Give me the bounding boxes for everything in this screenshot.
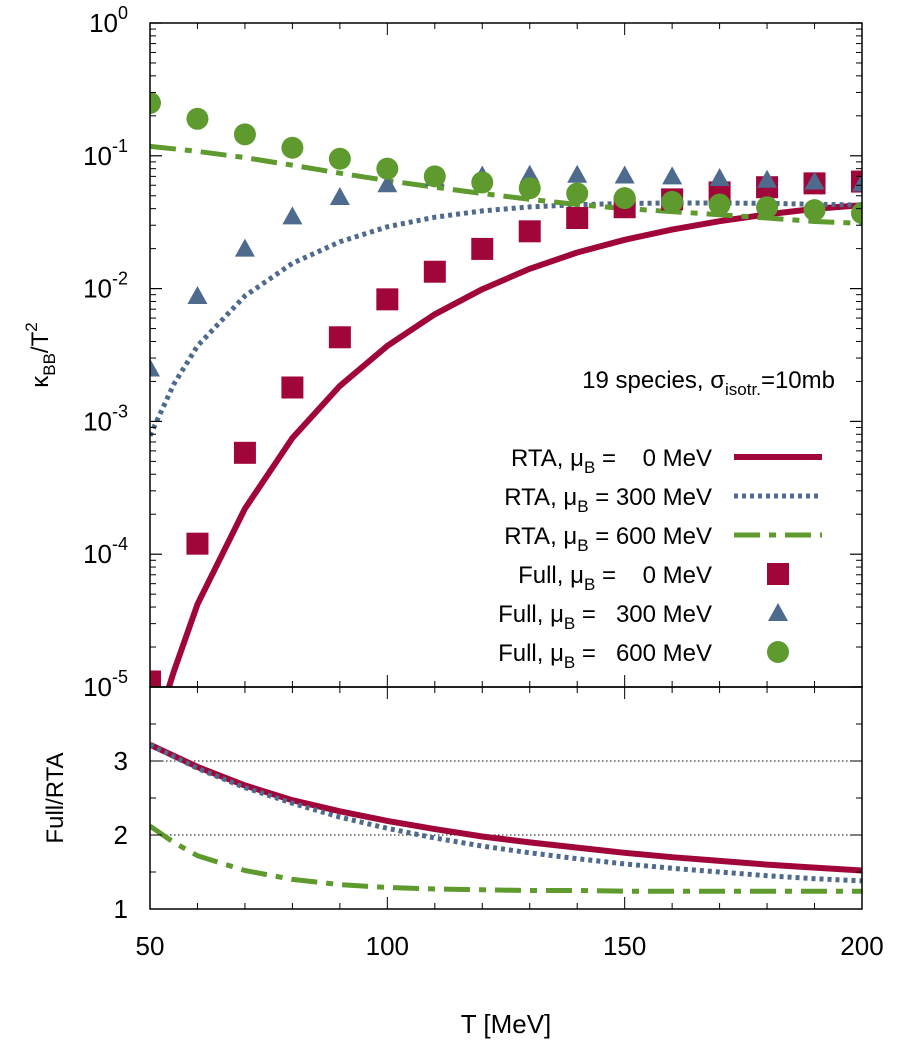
bottom-y-axis-label: Full/RTA	[42, 752, 69, 843]
legend: RTA, μB = 0 MeV RTA, μB = 300 MeV RTA, μB …	[498, 445, 822, 672]
top-y-tick-label: 10-2	[83, 269, 128, 304]
bottom-y-tick-label: 1	[114, 894, 128, 924]
top-series-3-point	[328, 326, 351, 349]
top-series-0-line	[165, 202, 862, 687]
top-series-2	[150, 143, 862, 226]
legend-marker-sample	[767, 563, 789, 585]
top-series-3-point	[518, 220, 541, 243]
top-series-4-point	[282, 206, 303, 225]
top-series-5	[150, 91, 862, 225]
top-y-tick-label: 10-4	[83, 534, 128, 569]
legend-label: Full, μB = 300 MeV	[498, 601, 712, 633]
x-tick-label: 200	[840, 931, 883, 961]
annotation-main: 19 species, σ	[582, 367, 725, 394]
legend-label: Full, μB = 0 MeV	[518, 562, 712, 594]
top-y-tick-label: 10-1	[83, 136, 128, 171]
x-tick-label: 150	[603, 931, 646, 961]
top-series-3-point	[376, 288, 399, 311]
top-series-4-point	[329, 186, 350, 205]
top-series-5-point	[186, 107, 209, 130]
top-series-5-point	[150, 91, 161, 114]
top-y-axis-label-mid: /T	[27, 331, 54, 353]
top-series-3-point	[281, 376, 304, 399]
legend-marker-sample	[767, 641, 789, 663]
top-series-0	[165, 202, 862, 687]
top-series-3-point	[423, 260, 446, 283]
top-series-3-point	[233, 441, 256, 464]
legend-entry: RTA, μB = 0 MeV	[511, 445, 822, 477]
top-series-3-point	[150, 670, 161, 687]
top-series-5-point	[613, 187, 636, 210]
legend-label: RTA, μB = 0 MeV	[511, 445, 712, 477]
legend-entry: Full, μB = 600 MeV	[498, 640, 789, 672]
top-series-5-point	[471, 171, 494, 194]
top-series-4-point	[187, 285, 208, 304]
top-series-5-point	[281, 136, 304, 159]
top-series-4-point	[614, 165, 635, 184]
legend-entry: Full, μB = 300 MeV	[498, 601, 788, 633]
top-y-axis-label-base: κ	[27, 375, 54, 388]
top-series-3-point	[566, 207, 589, 230]
ratio-series-2-line	[150, 824, 862, 894]
legend-entry: RTA, μB = 300 MeV	[504, 484, 822, 516]
top-series-4-point	[377, 174, 398, 193]
x-tick-label: 50	[136, 931, 165, 961]
legend-label: Full, μB = 600 MeV	[498, 640, 712, 672]
ratio-series-1-line	[150, 742, 862, 884]
top-series-5-point	[518, 177, 541, 200]
top-series-3-point	[851, 170, 862, 193]
top-series-5-point	[661, 190, 684, 213]
top-series-4-point	[567, 164, 588, 183]
legend-marker-sample	[768, 603, 788, 621]
top-series-5-point	[851, 202, 862, 225]
top-series-4-point	[150, 358, 160, 377]
top-series-5-point	[423, 165, 446, 188]
legend-label: RTA, μB = 300 MeV	[504, 484, 712, 516]
legend-entry: RTA, μB = 600 MeV	[504, 523, 822, 555]
top-series-4-point	[804, 171, 825, 190]
top-series-4-point	[234, 238, 255, 257]
top-series-5-point	[803, 199, 826, 222]
top-series-2-line	[150, 143, 862, 226]
legend-label: RTA, μB = 600 MeV	[504, 523, 712, 555]
top-series-5-point	[328, 147, 351, 170]
x-axis-label: T [MeV]	[461, 1009, 552, 1039]
legend-entry: Full, μB = 0 MeV	[518, 562, 789, 594]
top-y-axis-label-sup: 2	[22, 322, 41, 331]
top-series-5-point	[708, 193, 731, 216]
top-series-3-point	[186, 532, 209, 555]
top-series-1-line	[150, 200, 862, 437]
top-series-5-point	[566, 182, 589, 205]
top-series-5-point	[233, 123, 256, 146]
ratio-series-2	[150, 824, 862, 894]
top-series-4-point	[757, 169, 778, 188]
top-series-4-point	[852, 173, 862, 192]
top-series-1	[150, 200, 862, 437]
annotation-sub: isotr.	[725, 380, 761, 399]
top-y-tick-label: 10-3	[83, 401, 128, 436]
top-y-axis-label-sub: BB	[40, 353, 59, 376]
species-annotation: 19 species, σisotr.=10mb	[582, 367, 835, 399]
top-y-tick-label: 10-5	[83, 667, 128, 702]
top-series-4-point	[662, 166, 683, 185]
top-series-4-point	[709, 168, 730, 187]
bottom-y-tick-label: 3	[114, 746, 128, 776]
x-tick-label: 100	[366, 931, 409, 961]
top-series-3-point	[471, 237, 494, 260]
top-y-axis-label: κBB/T2	[22, 322, 59, 387]
top-series-5-point	[756, 196, 779, 219]
annotation-tail: =10mb	[761, 367, 835, 394]
bottom-y-tick-label: 2	[114, 820, 128, 850]
ratio-series-1	[150, 742, 862, 884]
top-series-5-point	[376, 157, 399, 180]
top-y-tick-label: 100	[89, 3, 128, 38]
top-series-4-point	[519, 164, 540, 183]
